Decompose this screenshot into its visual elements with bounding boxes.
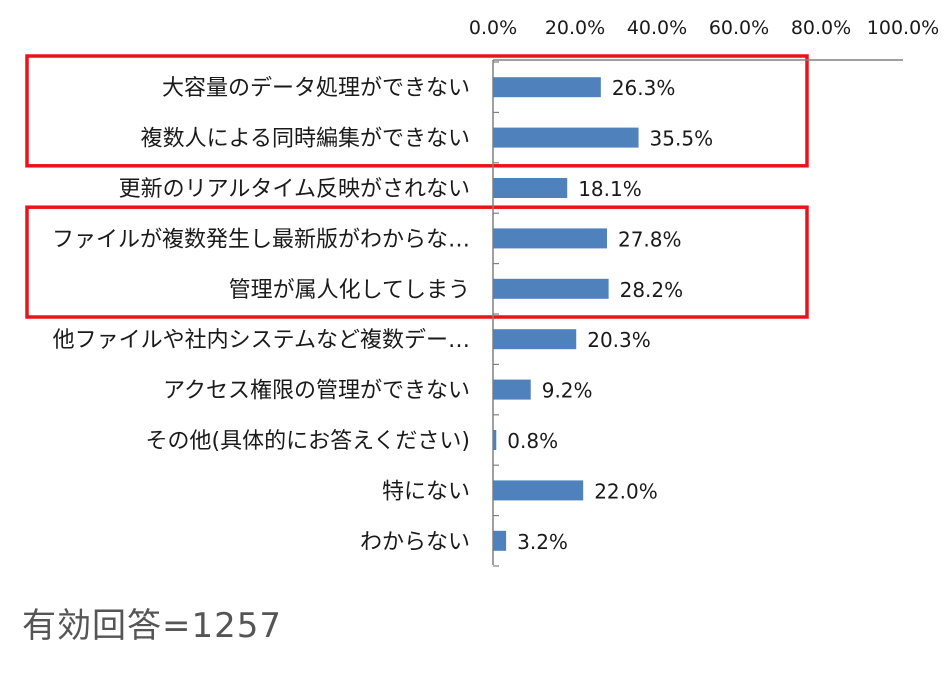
x-tick-label: 20.0% <box>545 17 605 39</box>
value-label: 28.2% <box>620 278 684 302</box>
category-labels: 大容量のデータ処理ができない複数人による同時編集ができない更新のリアルタイム反映… <box>52 76 470 555</box>
bar <box>493 178 568 198</box>
category-label: 更新のリアルタイム反映がされない <box>119 177 470 202</box>
value-label: 9.2% <box>542 379 593 403</box>
bar <box>493 278 609 299</box>
value-label: 20.3% <box>587 328 651 352</box>
category-label: ファイルが複数発生し最新版がわからな… <box>52 227 470 252</box>
value-label: 0.8% <box>507 429 558 453</box>
bar <box>493 127 639 148</box>
value-label: 26.3% <box>612 76 676 100</box>
value-label: 3.2% <box>517 530 568 554</box>
x-tick-label: 100.0% <box>867 17 939 39</box>
value-label: 35.5% <box>650 127 714 151</box>
x-tick-label: 80.0% <box>791 17 851 39</box>
bar <box>493 530 507 551</box>
bar <box>493 329 577 350</box>
category-label: アクセス権限の管理ができない <box>163 379 470 404</box>
bar <box>493 430 497 450</box>
value-label: 27.8% <box>618 227 682 251</box>
highlight-box <box>25 205 809 319</box>
category-label: 管理が属人化してしまう <box>229 278 470 303</box>
x-tick-label: 0.0% <box>469 17 517 39</box>
highlight-box <box>25 54 809 168</box>
category-label: 特にない <box>382 479 470 504</box>
category-label: 他ファイルや社内システムなど複数デー… <box>53 328 470 353</box>
bar <box>493 228 607 249</box>
bar-chart: 0.0% 20.0% 40.0% 60.0% 80.0% 100.0% 大容量のデータ処理… <box>25 17 939 567</box>
bars <box>493 77 639 551</box>
category-label: 複数人による同時編集ができない <box>141 127 470 152</box>
value-label: 18.1% <box>578 177 642 201</box>
value-label: 22.0% <box>594 479 658 503</box>
highlight-boxes <box>25 54 809 319</box>
x-tick-label: 40.0% <box>627 17 687 39</box>
x-tick-label: 60.0% <box>709 17 769 39</box>
value-labels: 26.3% 35.5% 18.1% 27.8% 28.2% 20.3% 9.2% 0.8% 22… <box>507 76 713 554</box>
respondent-count: 有効回答=1257 <box>22 606 283 646</box>
category-label: 大容量のデータ処理ができない <box>162 76 470 101</box>
bar <box>493 480 584 501</box>
bar <box>493 379 531 400</box>
bar <box>493 77 601 98</box>
category-label: わからない <box>360 530 470 555</box>
category-label: その他(具体的にお答えください) <box>145 429 470 454</box>
